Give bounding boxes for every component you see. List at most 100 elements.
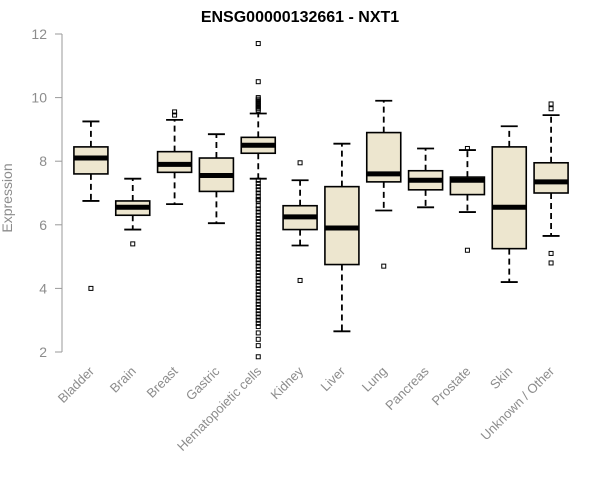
outlier-point xyxy=(255,215,261,221)
outlier-point xyxy=(255,180,261,186)
outlier-point xyxy=(255,254,261,260)
box-brain xyxy=(114,177,151,247)
y-axis: 2 4 6 8 10 12 xyxy=(31,26,63,360)
outlier-point xyxy=(255,198,261,204)
outlier-point xyxy=(255,184,261,190)
outlier-point xyxy=(255,292,261,298)
x-tick-label: Lung xyxy=(359,364,390,395)
outlier-point xyxy=(255,317,261,323)
box-pancreas xyxy=(407,147,444,209)
outlier-point xyxy=(381,263,387,269)
outlier-point xyxy=(255,219,261,225)
outlier-point xyxy=(255,308,261,314)
outlier-point xyxy=(255,250,261,256)
outlier-point xyxy=(255,282,261,288)
y-tick-label: 6 xyxy=(39,217,47,233)
outlier-point xyxy=(255,273,261,279)
y-tick-label: 2 xyxy=(39,344,47,360)
outlier-point xyxy=(255,212,261,218)
y-tick-label: 12 xyxy=(31,26,47,42)
x-tick-label: Kidney xyxy=(267,363,306,402)
outlier-point xyxy=(255,336,261,342)
outlier-point xyxy=(255,320,261,326)
outlier-point xyxy=(88,285,94,291)
outlier-point xyxy=(172,109,178,115)
box-breast xyxy=(156,109,193,206)
outlier-point xyxy=(255,301,261,307)
outlier-point xyxy=(255,177,261,183)
outlier-point xyxy=(548,106,554,112)
box-kidney xyxy=(282,160,318,283)
x-tick-label: Skin xyxy=(487,364,515,392)
outlier-point xyxy=(255,257,261,263)
box-liver xyxy=(324,142,360,333)
outlier-point xyxy=(255,314,261,320)
x-tick-label: Liver xyxy=(317,363,348,394)
outlier-point xyxy=(172,112,178,118)
outlier-point xyxy=(255,270,261,275)
iqr-box xyxy=(491,146,528,250)
x-tick-label: Unknown / Other xyxy=(478,363,558,443)
outlier-point xyxy=(255,247,261,253)
outlier-point xyxy=(464,145,470,151)
outlier-point xyxy=(255,276,261,282)
outlier-point xyxy=(255,241,261,247)
y-tick-label: 8 xyxy=(39,153,47,169)
box-prostate xyxy=(449,145,486,253)
x-tick-label: Prostate xyxy=(429,364,474,409)
outlier-point xyxy=(255,79,261,85)
box-skin xyxy=(491,125,528,283)
outlier-point xyxy=(255,295,261,301)
outlier-point xyxy=(255,193,261,199)
y-axis-label: Expression xyxy=(0,163,15,232)
box-unknown-other xyxy=(533,101,569,266)
outlier-point xyxy=(130,241,136,247)
outlier-point xyxy=(255,244,261,250)
outlier-point xyxy=(548,101,554,107)
outlier-point xyxy=(297,277,303,283)
box-hematopoietic-cells xyxy=(240,41,277,360)
outlier-point xyxy=(255,311,261,317)
outlier-point xyxy=(255,285,261,291)
chart-title: ENSG00000132661 - NXT1 xyxy=(201,9,399,26)
box-gastric xyxy=(198,133,235,225)
outlier-point xyxy=(255,354,261,360)
x-tick-label: Breast xyxy=(144,363,181,400)
outlier-point xyxy=(548,260,554,266)
x-tick-label: Brain xyxy=(107,364,139,396)
outlier-point xyxy=(255,203,261,209)
outlier-point xyxy=(255,209,261,215)
x-tick-label: Pancreas xyxy=(382,363,432,413)
outlier-point xyxy=(255,304,261,310)
outlier-point xyxy=(255,190,261,196)
outlier-point xyxy=(255,238,261,244)
outlier-point xyxy=(255,235,261,241)
iqr-box xyxy=(533,161,569,194)
outlier-point xyxy=(255,225,261,231)
outlier-point xyxy=(255,298,261,304)
outlier-point xyxy=(255,187,261,193)
outlier-point xyxy=(255,260,261,266)
outlier-point xyxy=(255,206,261,212)
outlier-point xyxy=(255,41,261,47)
outlier-point xyxy=(255,330,261,336)
box-bladder xyxy=(73,120,109,291)
outlier-point xyxy=(255,263,261,269)
x-tick-label: Gastric xyxy=(183,363,223,403)
outlier-point xyxy=(255,279,261,285)
y-tick-label: 4 xyxy=(39,280,47,296)
outlier-point xyxy=(297,160,303,166)
outlier-point xyxy=(255,228,261,234)
outlier-point xyxy=(255,266,261,272)
outlier-point xyxy=(255,343,261,349)
y-tick-label: 10 xyxy=(31,90,47,106)
box-lung xyxy=(365,99,402,269)
outlier-point xyxy=(255,324,261,330)
boxes-group xyxy=(73,41,569,360)
outlier-point xyxy=(255,231,261,237)
x-tick-label: Bladder xyxy=(55,363,98,406)
outlier-point xyxy=(464,247,470,253)
outlier-point xyxy=(548,250,554,256)
